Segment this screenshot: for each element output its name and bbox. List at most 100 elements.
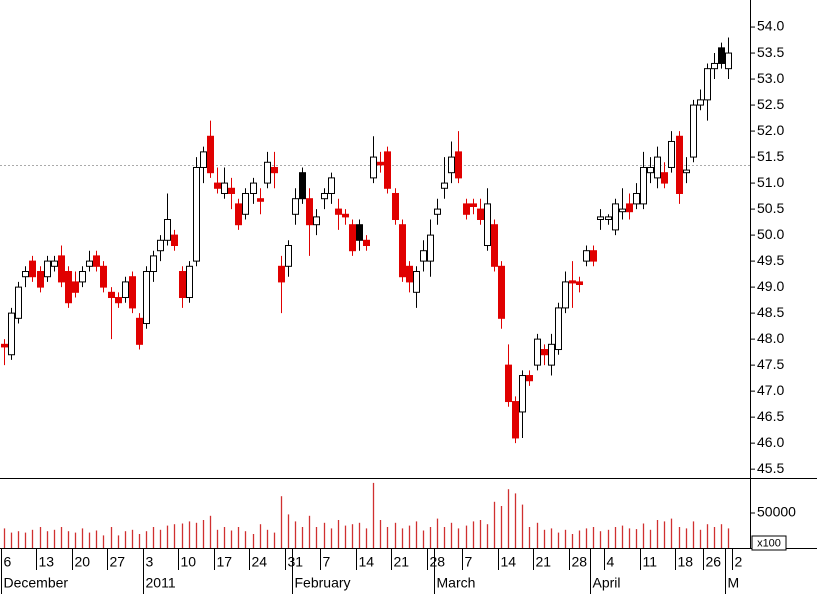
x-tick-label: 2 — [735, 554, 743, 570]
candle-body — [484, 203, 491, 247]
candle-body — [143, 271, 150, 325]
candle-body — [534, 338, 541, 366]
candle-body — [505, 364, 512, 403]
candle-body — [299, 172, 306, 200]
candle-body — [526, 375, 533, 382]
candle-body — [491, 224, 498, 267]
x-tick-label: 6 — [4, 554, 12, 570]
x-tick-label: 21 — [536, 554, 552, 570]
x-tick-label: 31 — [288, 554, 304, 570]
candle-body — [321, 192, 328, 200]
candle-body — [562, 281, 569, 309]
x-tick-label: 26 — [706, 554, 722, 570]
x-tick-label: 20 — [75, 554, 91, 570]
y-tick-label: 48.5 — [757, 304, 784, 320]
candle-body — [179, 271, 186, 299]
candle-body — [427, 234, 434, 262]
y-tick-label: 49.5 — [757, 252, 784, 268]
candle-body — [313, 216, 320, 226]
candle-body — [65, 271, 72, 304]
candle-body — [690, 104, 697, 158]
candle-body — [626, 203, 633, 213]
candle-body — [58, 255, 65, 283]
candle-body — [683, 169, 690, 174]
candle-body — [214, 182, 221, 189]
y-tick-label: 49.0 — [757, 278, 784, 294]
candle-body — [555, 307, 562, 351]
candle-body — [242, 192, 249, 215]
y-tick-label: 51.5 — [757, 148, 784, 164]
candle-body — [448, 156, 455, 174]
x-tick-label: 11 — [643, 554, 658, 570]
candle-body — [548, 343, 555, 366]
candle-body — [51, 260, 58, 267]
candle-body — [306, 198, 313, 226]
candle-body — [129, 276, 136, 309]
candle-body — [342, 213, 349, 218]
candle-body — [271, 166, 278, 174]
y-tick-label: 52.5 — [757, 96, 784, 112]
candle-body — [569, 280, 576, 284]
candle-body — [207, 135, 214, 174]
candle-body — [278, 265, 285, 283]
candle-body — [519, 375, 526, 413]
candle-body — [363, 239, 370, 247]
candle-body — [605, 216, 612, 220]
candle-body — [392, 192, 399, 220]
candle-body — [250, 182, 257, 194]
candle-body — [79, 271, 86, 283]
candle-body — [455, 151, 462, 179]
candle-body — [668, 140, 675, 168]
candle-body — [164, 218, 171, 241]
y-tick-label: 52.0 — [757, 122, 784, 138]
candle-body — [257, 198, 264, 202]
x-tick-label: 28 — [572, 554, 588, 570]
candle-body — [349, 224, 356, 252]
y-tick-label: 47.5 — [757, 356, 784, 372]
candle-body — [370, 156, 377, 179]
x-tick-label: 14 — [359, 554, 375, 570]
candle-body — [697, 99, 704, 106]
month-label: 2011 — [146, 575, 176, 591]
candle-body — [718, 47, 725, 64]
candle-body — [235, 203, 242, 226]
x-tick-label: 27 — [110, 554, 126, 570]
unit-box — [751, 535, 787, 551]
x-tick-label: 13 — [39, 554, 55, 570]
candle-body — [72, 281, 79, 293]
candle-body — [44, 260, 51, 278]
candle-body — [512, 401, 519, 439]
y-tick-label: 45.5 — [757, 460, 784, 476]
y-tick-label: 46.0 — [757, 434, 784, 450]
candle-body — [633, 192, 640, 205]
candle-body — [200, 151, 207, 168]
candle-body — [93, 255, 100, 267]
candle-body — [335, 208, 342, 215]
candle-body — [86, 260, 93, 267]
candle-body — [292, 198, 299, 215]
x-tick-label: 18 — [678, 554, 694, 570]
candle-body — [186, 265, 193, 299]
candle-body — [597, 216, 604, 220]
candle-body — [8, 312, 15, 356]
candle-body — [711, 62, 718, 70]
candle-body — [136, 317, 143, 345]
candle-body — [171, 234, 178, 247]
x-tick-label: 14 — [501, 554, 517, 570]
candle-body — [356, 224, 363, 241]
candle-body — [377, 161, 384, 166]
candle-body — [264, 161, 271, 184]
candle-body — [221, 182, 228, 194]
candle-body — [661, 172, 668, 184]
y-tick-label: 51.0 — [757, 174, 784, 190]
y-tick-label: 53.5 — [757, 44, 784, 60]
month-label: December — [4, 575, 69, 591]
candle-body — [122, 281, 129, 299]
candle-body — [406, 265, 413, 283]
candle-body — [654, 156, 661, 179]
candle-body — [434, 208, 441, 215]
candle-body — [15, 286, 22, 319]
candle-body — [576, 281, 583, 286]
x-tick-label: 4 — [607, 554, 615, 570]
candle-body — [590, 250, 597, 262]
